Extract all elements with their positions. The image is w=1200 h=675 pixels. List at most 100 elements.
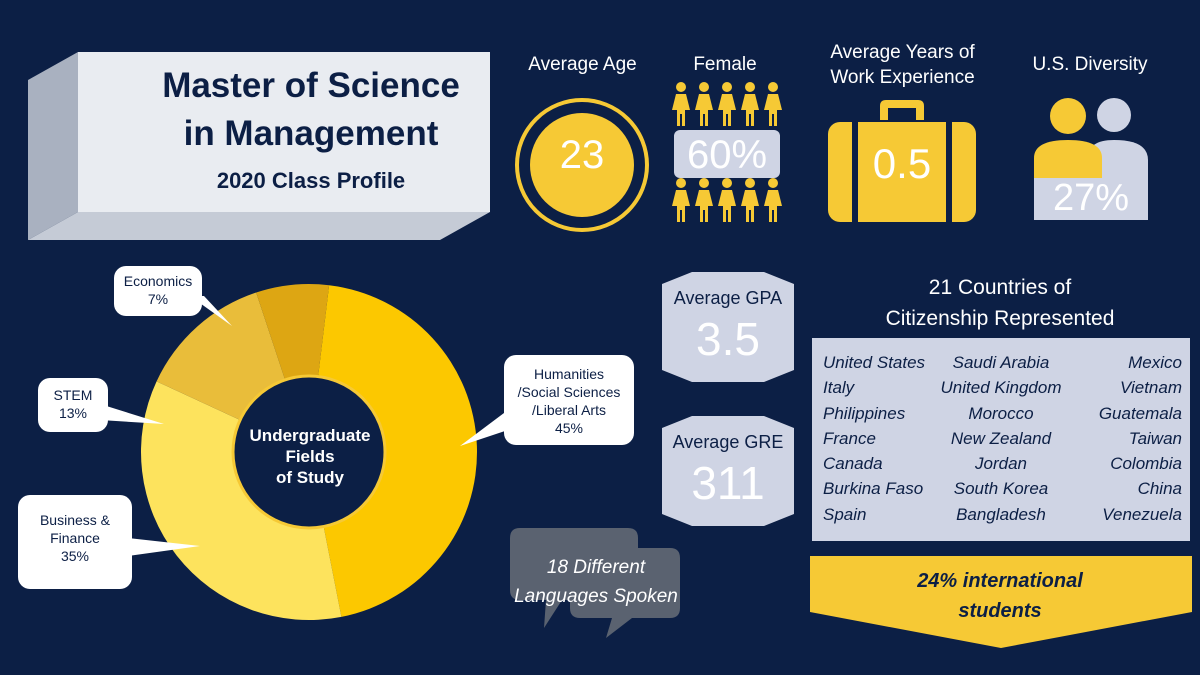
page-title-line-1: Master of Science (162, 66, 460, 105)
countries-column-3: Mexico Vietnam Guatemala Taiwan Colombia Chin… (1070, 350, 1182, 527)
work-label: Average Years of Work Experience (810, 40, 995, 90)
female-person-icon (672, 178, 690, 222)
country-item: Mexico (1128, 353, 1182, 372)
international-line-1: 24% international (917, 570, 1083, 592)
country-item: Colombia (1110, 454, 1182, 474)
female-person-icon (741, 178, 759, 222)
callout-humanities-tail (460, 410, 508, 446)
callout-economics-value: 7% (147, 291, 169, 307)
country-item: Canada (823, 454, 883, 474)
pie-slice-economics (256, 284, 330, 380)
female-value: 60% (686, 133, 768, 177)
callout-humanities-label-line-2: /Social Sciences (517, 384, 621, 400)
female-icons-top (672, 82, 782, 126)
pie-center-label-line-3: of Study (276, 468, 344, 487)
callout-business: Business & Finance 35% (18, 495, 132, 589)
country-item: Burkina Faso (823, 479, 924, 499)
country-item: South Korea (953, 479, 1049, 499)
callout-humanities: Humanities /Social Sciences /Liberal Art… (504, 355, 634, 445)
pie-slice-business (140, 381, 342, 620)
callout-stem-value: 13% (58, 405, 88, 421)
country-item: New Zealand (950, 428, 1052, 448)
callout-humanities-value: 45% (554, 420, 584, 436)
international-arrow (810, 556, 1192, 648)
age-label: Average Age (528, 54, 637, 75)
country-item: China (1137, 479, 1182, 499)
pie-slice-stem (156, 292, 286, 421)
languages-line-2: Languages Spoken (514, 586, 678, 607)
gre-badge (662, 416, 794, 526)
countries-title-line-2: Citizenship Represented (885, 307, 1115, 330)
country-item: Philippines (823, 403, 906, 423)
work-value: 0.5 (872, 140, 932, 187)
countries-column-1: United States Italy Philippines France Canad… (823, 350, 925, 527)
callout-stem: STEM 13% (38, 378, 108, 432)
pie-slice-humanities (318, 285, 478, 617)
country-item: Italy (823, 378, 855, 398)
country-item: Spain (823, 504, 867, 524)
diversity-value: 27% (1052, 177, 1130, 219)
country-item: Bangladesh (956, 504, 1046, 524)
speech-bubbles-icon (510, 528, 680, 638)
country-item: United States (823, 353, 926, 372)
countries-box (812, 338, 1190, 541)
pie-slices (140, 284, 478, 620)
work-label-line-1: Average Years of (830, 42, 975, 63)
callout-stem-tail (100, 404, 164, 424)
callout-humanities-label-line-1: Humanities (533, 366, 605, 382)
languages-line-1: 18 Different (546, 557, 646, 578)
country-item: Venezuela (1102, 504, 1182, 524)
female-person-icon (718, 82, 736, 126)
female-person-icon (695, 82, 713, 126)
gpa-value: 3.5 (696, 313, 760, 365)
female-person-icon (672, 82, 690, 126)
female-bar (674, 130, 780, 178)
female-person-icon (695, 178, 713, 222)
diversity-box (1034, 178, 1148, 220)
page-title-line-2: in Management (183, 114, 439, 153)
callout-business-label-line-1: Business & (39, 512, 111, 528)
country-item: France (823, 428, 876, 448)
country-item: United Kingdom (940, 378, 1062, 398)
gpa-label: Average GPA (673, 288, 783, 308)
callout-humanities-label-line-3: /Liberal Arts (532, 402, 606, 418)
female-label: Female (693, 54, 757, 75)
gre-label: Average GRE (672, 432, 784, 452)
diversity-label: U.S. Diversity (1032, 54, 1148, 75)
female-person-icon (741, 82, 759, 126)
countries-title: 21 Countries of Citizenship Represented (812, 272, 1188, 334)
page-subtitle: 2020 Class Profile (216, 168, 406, 193)
callout-business-value: 35% (60, 548, 90, 564)
work-label-line-2: Work Experience (830, 67, 975, 88)
country-item: Guatemala (1098, 403, 1182, 423)
people-group-icon (1034, 98, 1148, 180)
country-item: Jordan (975, 454, 1027, 474)
age-ring (515, 98, 649, 232)
callout-economics-label: Economics (123, 273, 193, 289)
gre-value: 311 (691, 457, 765, 509)
pie-center-circle (231, 374, 387, 530)
pie-center-label: Undergraduate Fields of Study (240, 425, 380, 488)
title-box: Master of Science in Management 2020 Cla… (28, 52, 490, 242)
country-item: Morocco (968, 403, 1034, 423)
international-text: 24% international students (860, 566, 1140, 626)
gpa-badge (662, 272, 794, 382)
age-value: 23 (559, 133, 605, 177)
fields-of-study-pie (140, 284, 478, 620)
female-person-icon (764, 178, 782, 222)
callout-business-tail (128, 538, 200, 556)
countries-column-2: Saudi Arabia United Kingdom Morocco New Zea… (930, 350, 1072, 527)
age-circle (530, 113, 634, 217)
female-person-icon (718, 178, 736, 222)
callout-business-label-line-2: Finance (50, 530, 100, 546)
callout-economics-tail (190, 296, 232, 326)
languages-text: 18 Different Languages Spoken (496, 553, 696, 611)
callout-economics: Economics 7% (114, 266, 202, 316)
countries-title-line-1: 21 Countries of (928, 276, 1072, 299)
callout-stem-label: STEM (53, 387, 93, 403)
female-person-icon (764, 82, 782, 126)
pie-center-label-line-1: Undergraduate (249, 426, 371, 445)
title-box-3d-frame (28, 52, 490, 240)
country-item: Saudi Arabia (952, 353, 1050, 372)
international-line-2: students (958, 600, 1042, 622)
